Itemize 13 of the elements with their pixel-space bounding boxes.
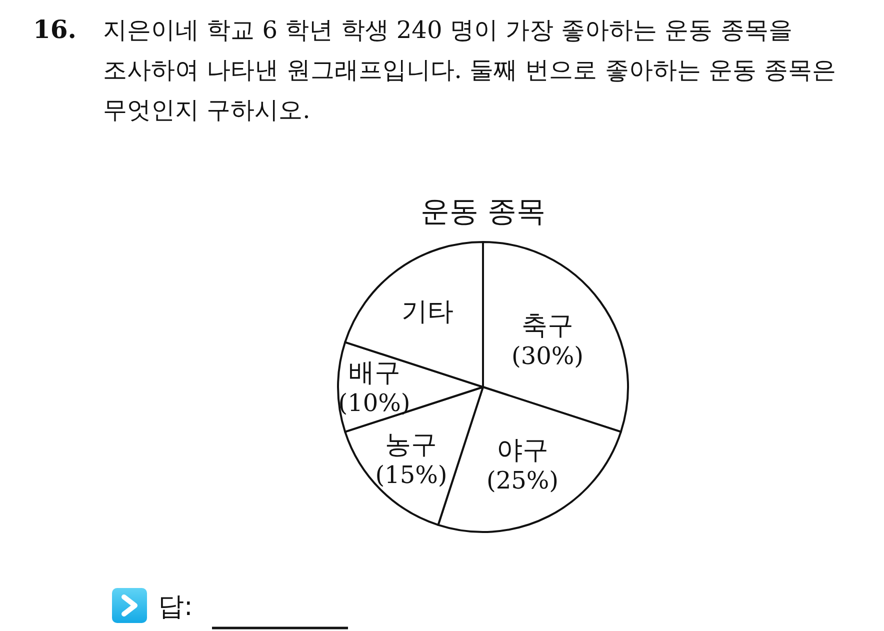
slice-label: 기타	[402, 296, 454, 327]
data-label: (30%)	[511, 342, 584, 370]
data-label: (15%)	[375, 460, 448, 489]
slice-label: 배구	[348, 358, 400, 388]
data-label: (10%)	[338, 389, 410, 417]
data-label: (25%)	[486, 466, 559, 495]
text: 지은이네 학교 6 학년 학생 240 명이 가장 좋아하는 운동 종목을 조사하여 나타낸 원그래프입니다. 둘째 번으로 좋아하는 운동 종목은 무엇인지 구하시오.	[103, 16, 836, 124]
text: 16.	[33, 15, 76, 44]
text: 답:	[158, 592, 193, 622]
slice-label: 야구	[496, 436, 548, 466]
slice-label: 농구	[385, 430, 438, 460]
slice-label: 축구	[522, 311, 574, 342]
chart-title: 운동 종목	[420, 194, 546, 228]
